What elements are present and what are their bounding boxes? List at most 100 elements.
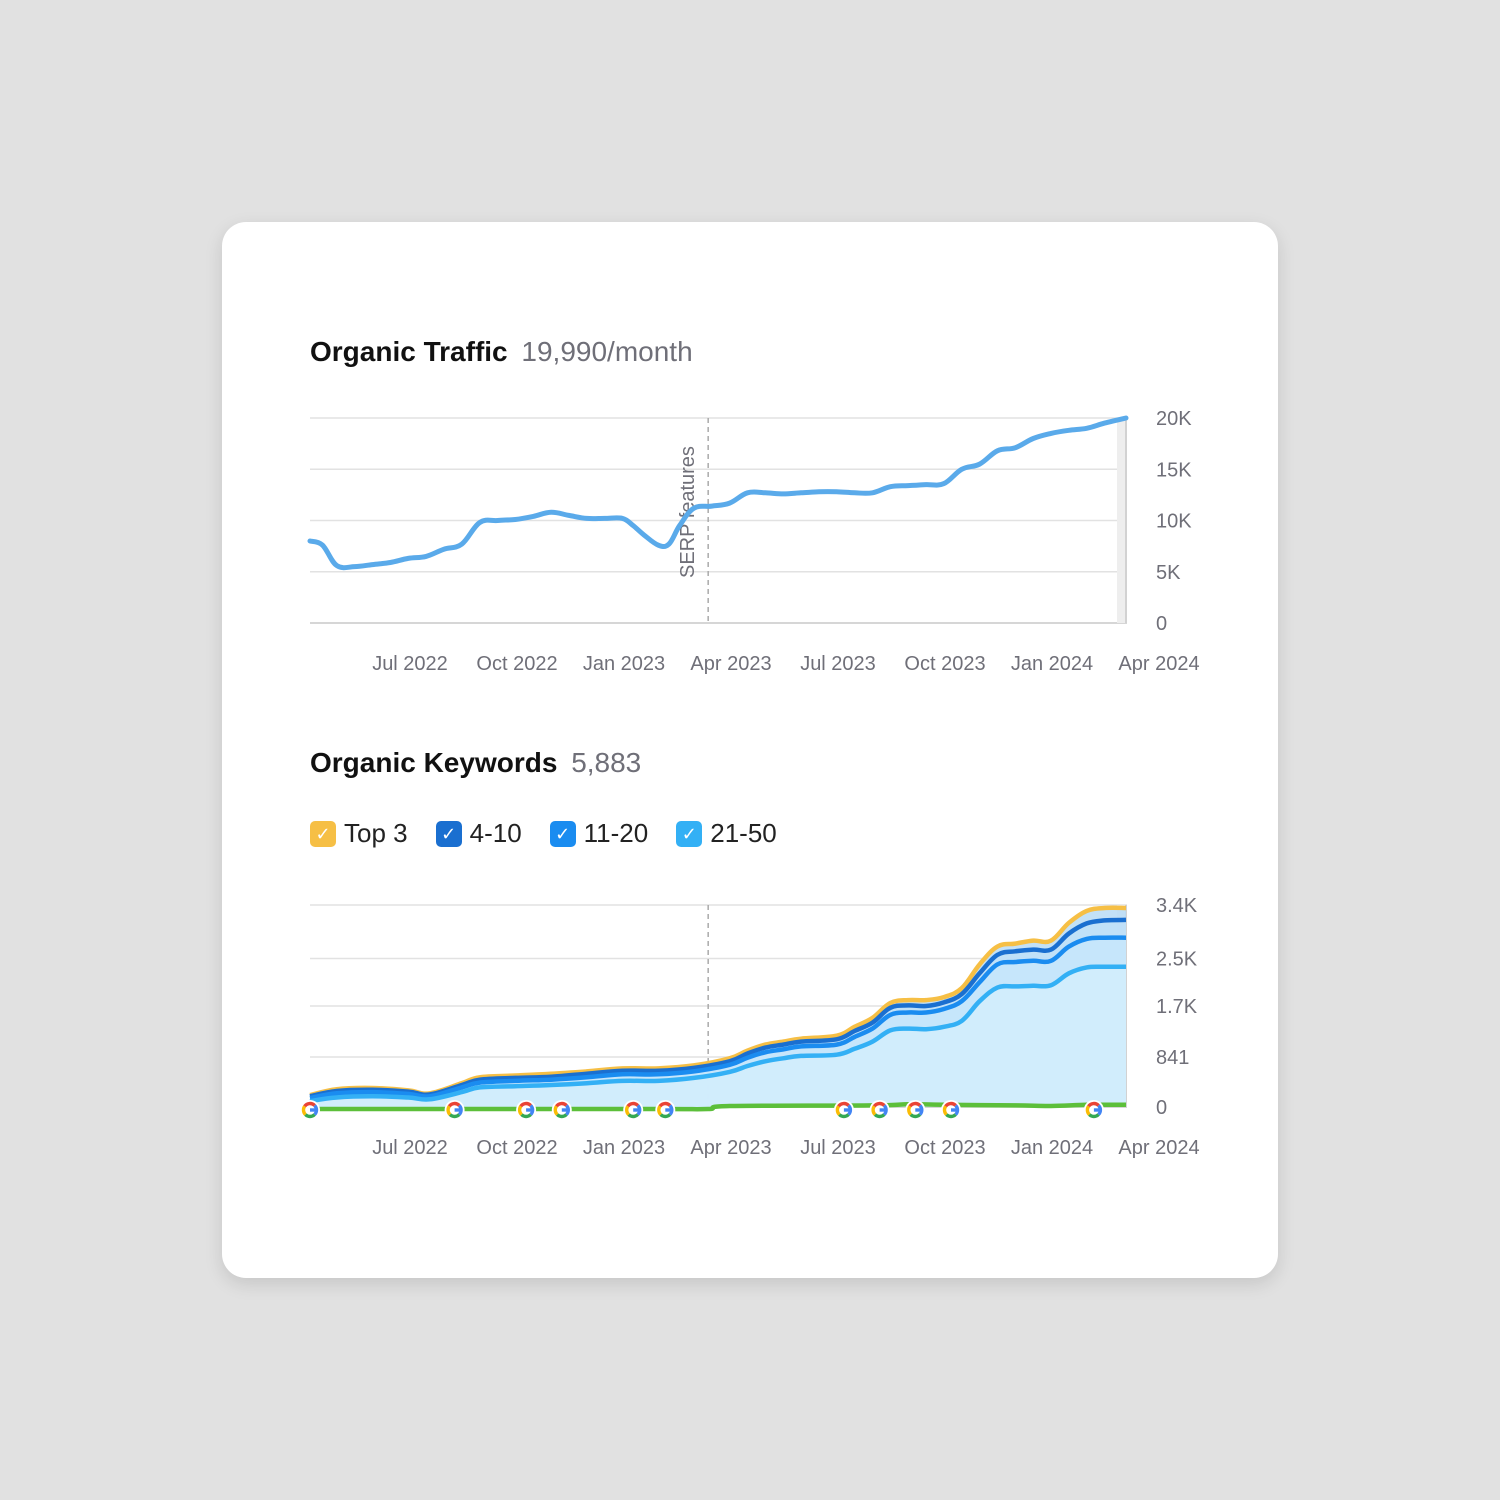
- google-icon: [623, 1100, 644, 1120]
- traffic-x-tick-label: Jul 2022: [372, 653, 448, 675]
- keywords-x-tick-label: Apr 2023: [690, 1137, 771, 1159]
- traffic-x-tick-label: Apr 2023: [690, 653, 771, 675]
- legend-item-21-50[interactable]: ✓ 21-50: [676, 818, 777, 849]
- check-icon[interactable]: ✓: [310, 820, 336, 847]
- keywords-x-tick-label: Jan 2024: [1011, 1137, 1093, 1159]
- keywords-y-tick-label: 1.7K: [1156, 996, 1198, 1018]
- google-icon-arc: [835, 1105, 841, 1116]
- keywords-y-tick-label: 0: [1156, 1097, 1167, 1119]
- google-icon: [655, 1100, 676, 1120]
- google-icon: [300, 1100, 320, 1120]
- google-icon-bar: [915, 1108, 923, 1112]
- google-icon-bar: [1093, 1108, 1102, 1112]
- google-icon-arc: [447, 1101, 461, 1108]
- keywords-line-top-3: [309, 905, 1127, 1098]
- legend-item-top3[interactable]: ✓ Top 3: [310, 818, 408, 849]
- google-icon-arc: [873, 1113, 886, 1119]
- google-icon-arc: [520, 1113, 532, 1119]
- google-icon-arc: [626, 1101, 640, 1108]
- keywords-legend: ✓ Top 3 ✓ 4-10 ✓ 11-20 ✓ 21-50: [310, 818, 777, 849]
- traffic-x-tick-label: Jan 2023: [583, 653, 665, 675]
- legend-item-4-10[interactable]: ✓ 4-10: [435, 818, 522, 849]
- google-icon-arc: [625, 1105, 630, 1116]
- keywords-line-21-50: [309, 964, 1127, 1104]
- keywords-x-tick-label: Jul 2023: [800, 1137, 876, 1159]
- keywords-y-tick-label: 2.5K: [1156, 948, 1198, 970]
- google-icon-bar: [843, 1108, 852, 1112]
- google-icon-arc: [1087, 1101, 1100, 1108]
- google-icon-arc: [942, 1105, 948, 1116]
- keywords-value: 5,883: [571, 747, 642, 778]
- google-icon-arc: [944, 1101, 957, 1108]
- traffic-edge-band: [1117, 418, 1127, 623]
- google-icon-bar: [951, 1108, 959, 1112]
- google-icon-arc: [838, 1113, 850, 1119]
- keywords-title-label: Organic Keywords: [310, 747, 558, 778]
- google-icon-arc: [837, 1101, 850, 1108]
- google-icon-bar: [561, 1108, 570, 1112]
- keywords-line-11-20: [309, 935, 1127, 1101]
- traffic-x-tick-label: Oct 2022: [476, 653, 557, 675]
- check-icon[interactable]: ✓: [549, 820, 576, 847]
- keywords-area-21-50: [310, 966, 1126, 1107]
- google-icon: [516, 1100, 537, 1120]
- report-card: Organic Traffic 19,990/month Organic Key…: [222, 222, 1278, 1278]
- google-icon-bar: [526, 1108, 534, 1112]
- google-icon-arc: [517, 1105, 523, 1116]
- google-icon-arc: [908, 1101, 922, 1108]
- traffic-x-tick-label: Jan 2024: [1011, 653, 1093, 675]
- keywords-chart: 0 841 1.7K 2.5K 3.4K Jul 2022 Oct 2022 Jan 2023…: [300, 895, 1200, 1159]
- keywords-line-serp-features: [309, 1101, 1127, 1112]
- google-icon-arc: [872, 1101, 886, 1108]
- google-icon-arc: [304, 1113, 316, 1119]
- traffic-y-tick-label: 0: [1156, 613, 1167, 635]
- traffic-value: 19,990/month: [521, 336, 693, 367]
- google-icon-arc: [871, 1105, 877, 1116]
- google-icon-arc: [448, 1113, 461, 1119]
- google-icon-arc: [301, 1105, 307, 1116]
- google-icon-arc: [303, 1101, 316, 1108]
- keywords-x-tick-label: Jan 2023: [583, 1137, 665, 1159]
- legend-item-11-20[interactable]: ✓ 11-20: [549, 818, 648, 849]
- google-icon: [905, 1100, 926, 1120]
- check-icon[interactable]: ✓: [435, 820, 462, 847]
- traffic-x-tick-label: Oct 2023: [904, 653, 985, 675]
- google-icon-arc: [909, 1113, 922, 1119]
- google-icon-arc: [627, 1113, 640, 1119]
- google-icon: [551, 1100, 572, 1120]
- google-icon-bar: [665, 1108, 673, 1112]
- google-icon-bar: [633, 1108, 641, 1112]
- keywords-x-tick-label: Jul 2022: [372, 1137, 448, 1159]
- keywords-x-tick-label: Oct 2022: [476, 1137, 557, 1159]
- google-icon-arc: [657, 1105, 663, 1116]
- google-icon-arc: [945, 1113, 957, 1119]
- google-icon: [444, 1100, 465, 1120]
- keywords-title: Organic Keywords 5,883: [310, 747, 641, 779]
- legend-label: 21-50: [710, 818, 777, 848]
- traffic-y-tick-label: 10K: [1156, 511, 1192, 533]
- google-icon-arc: [1085, 1105, 1091, 1116]
- traffic-x-tick-label: Jul 2023: [800, 653, 876, 675]
- legend-label: 4-10: [469, 818, 522, 848]
- traffic-y-tick-label: 15K: [1156, 459, 1192, 481]
- google-icon-arc: [519, 1101, 532, 1108]
- traffic-title-label: Organic Traffic: [310, 336, 508, 367]
- google-icon-bar: [879, 1108, 888, 1112]
- traffic-y-tick-label: 5K: [1156, 562, 1181, 584]
- keywords-x-tick-label: Oct 2023: [904, 1137, 985, 1159]
- keywords-x-tick-label: Apr 2024: [1118, 1137, 1199, 1159]
- traffic-title: Organic Traffic 19,990/month: [310, 336, 693, 368]
- check-icon[interactable]: ✓: [676, 820, 703, 847]
- google-icon-bar: [310, 1108, 318, 1112]
- google-icon-bar: [454, 1108, 463, 1112]
- keywords-line-4-10: [309, 917, 1127, 1099]
- google-icon: [941, 1100, 961, 1120]
- keywords-y-tick-label: 3.4K: [1156, 895, 1198, 917]
- traffic-line: [307, 415, 1129, 571]
- google-icon: [1083, 1100, 1104, 1120]
- google-icon-arc: [553, 1105, 559, 1116]
- keywords-y-tick-label: 841: [1156, 1047, 1189, 1069]
- google-icon: [833, 1100, 854, 1120]
- traffic-x-tick-label: Apr 2024: [1118, 653, 1199, 675]
- google-icon-arc: [659, 1113, 672, 1119]
